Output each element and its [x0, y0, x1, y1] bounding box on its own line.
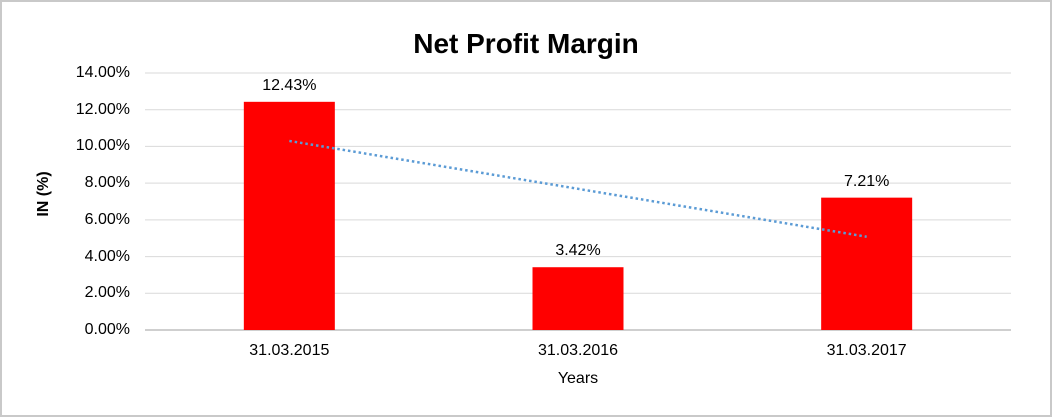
y-tick-label: 8.00% [84, 174, 130, 192]
y-tick-label: 12.00% [75, 100, 130, 118]
chart-title: Net Profit Margin [413, 28, 639, 59]
x-axis-title: Years [557, 370, 599, 387]
x-category-label: 31.03.2017 [826, 342, 907, 359]
bar-data-label: 12.43% [262, 76, 317, 94]
x-category-label: 31.03.2015 [249, 342, 330, 359]
bar-31.03.2015[interactable] [243, 101, 335, 331]
y-tick-label: 4.00% [84, 247, 130, 265]
bar-data-label: 3.42% [555, 242, 601, 260]
y-tick-label: 14.00% [75, 64, 130, 81]
y-tick-label: 10.00% [75, 137, 130, 155]
y-tick-label: 0.00% [84, 321, 130, 338]
bar-31.03.2016[interactable] [532, 267, 624, 330]
trendline[interactable] [289, 139, 867, 238]
bar-31.03.2017[interactable] [821, 197, 913, 330]
y-tick-label: 6.00% [84, 210, 130, 228]
x-category-label: 31.03.2016 [537, 342, 619, 359]
bar-data-label: 7.21% [843, 172, 890, 190]
y-tick-label: 2.00% [84, 284, 130, 302]
